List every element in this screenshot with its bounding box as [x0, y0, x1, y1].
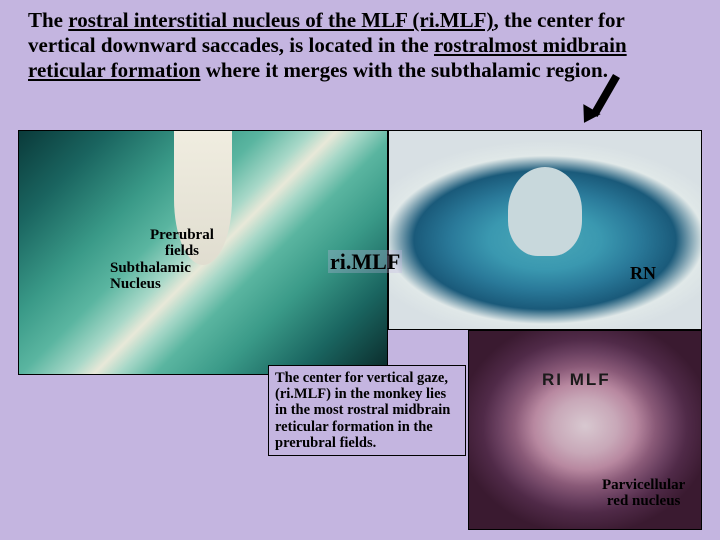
label-rn: RN: [630, 264, 656, 283]
label-subthal-line2: Nucleus: [110, 277, 191, 293]
title-underline-1: rostral interstitial nucleus of the MLF …: [68, 8, 493, 32]
arrow-annotation: [560, 70, 620, 130]
label-parv-line1: Parvicellular: [602, 478, 685, 494]
label-rimlf: ri.MLF: [328, 250, 402, 273]
label-subthalamic-nucleus: Subthalamic Nucleus: [110, 261, 191, 293]
title-text-3: where it merges with the subthalamic reg…: [200, 58, 608, 82]
label-prerubral-line2: fields: [150, 244, 214, 260]
title-text-1: The: [28, 8, 68, 32]
label-parvicellular-red-nucleus: Parvicellular red nucleus: [602, 478, 685, 510]
histology-right-top-image: [388, 130, 702, 330]
caption-box: The center for vertical gaze, (ri.MLF) i…: [268, 365, 466, 456]
label-parv-line2: red nucleus: [602, 494, 685, 510]
rimlf-image-tag: RI MLF: [542, 370, 611, 390]
label-subthal-line1: Subthalamic: [110, 261, 191, 277]
label-prerubral-fields: Prerubral fields: [150, 228, 214, 260]
label-prerubral-line1: Prerubral: [150, 228, 214, 244]
